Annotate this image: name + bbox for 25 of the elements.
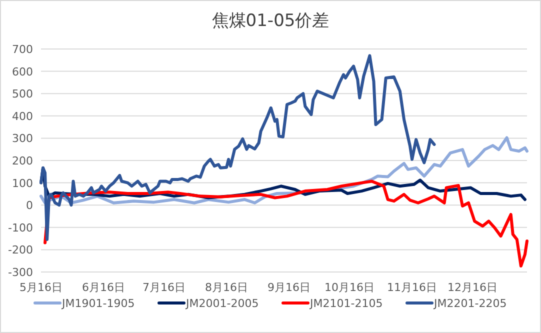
x-tick-label: 6月16日 (82, 281, 126, 294)
y-tick-label: 500 (12, 88, 33, 101)
y-tick-label: 700 (12, 43, 33, 56)
x-tick-label: 7月16日 (142, 281, 186, 294)
y-tick-label: -200 (8, 244, 33, 257)
legend-label: JM2101-2105 (309, 297, 383, 310)
y-tick-label: 0 (26, 199, 33, 212)
chart-title: 焦煤01-05价差 (212, 11, 330, 31)
y-tick-label: 600 (12, 65, 33, 78)
legend-label: JM2201-2205 (433, 297, 507, 310)
x-tick-label: 12月16日 (448, 281, 498, 294)
y-tick-label: 300 (12, 132, 33, 146)
line-series (40, 54, 436, 241)
x-tick-label: 9月16日 (268, 281, 311, 294)
y-tick-label: 400 (12, 110, 33, 123)
legend-label: JM2001-2005 (185, 297, 259, 310)
y-tick-label: 100 (12, 176, 33, 190)
x-tick-label: 5月16日 (20, 281, 62, 294)
y-tick-label: -300 (8, 266, 33, 279)
y-tick-label: -100 (8, 221, 33, 234)
x-tick-label: 8月16日 (205, 281, 248, 294)
y-tick-label: 200 (12, 154, 33, 168)
legend-label: JM1901-1905 (61, 297, 135, 310)
x-tick-label: 10月16日 (324, 281, 375, 294)
x-tick-label: 11月16日 (387, 281, 438, 294)
